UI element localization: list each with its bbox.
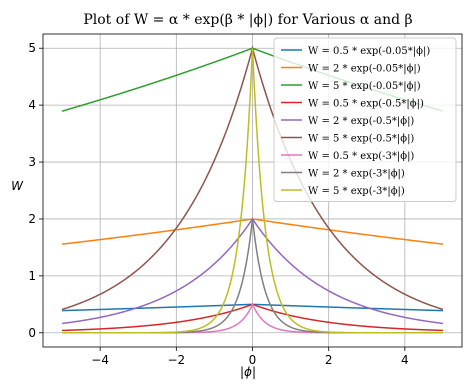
legend-entry: W = 2 * exp(-3*|ϕ|): [308, 169, 405, 180]
y-tick-label: 2: [28, 212, 36, 226]
legend: W = 0.5 * exp(-0.05*|ϕ|) W = 2 * exp(-0.0…: [273, 37, 457, 202]
legend-entry: W = 5 * exp(-0.05*|ϕ|): [308, 81, 421, 92]
y-tick-label: 4: [28, 98, 36, 112]
x-tick-label: 0: [249, 353, 257, 367]
ticks-layer: −4 −2 0 2 4 0 1 2 3 4 5: [28, 41, 408, 367]
legend-entry: W = 2 * exp(-0.05*|ϕ|): [308, 64, 421, 75]
x-tick-label: 4: [401, 353, 409, 367]
y-tick-label: 1: [28, 269, 36, 283]
legend-entry: W = 5 * exp(-0.5*|ϕ|): [308, 134, 414, 145]
x-tick-label: −4: [91, 353, 109, 367]
x-tick-label: −2: [167, 353, 185, 367]
x-axis-label: |ϕ|: [240, 365, 256, 379]
legend-entry: W = 5 * exp(-3*|ϕ|): [308, 186, 405, 197]
legend-entry: W = 2 * exp(-0.5*|ϕ|): [308, 116, 414, 127]
y-tick-label: 0: [28, 326, 36, 340]
series-line: [62, 48, 443, 334]
y-axis-label: W: [11, 179, 24, 193]
chart-title: Plot of W = α * exp(β * |ϕ|) for Various…: [83, 12, 412, 28]
legend-entry: W = 0.5 * exp(-0.05*|ϕ|): [308, 46, 430, 57]
legend-entry: W = 0.5 * exp(-3*|ϕ|): [308, 151, 414, 162]
x-tick-label: 2: [325, 353, 333, 367]
legend-box: [273, 37, 457, 202]
y-tick-label: 5: [28, 41, 36, 55]
legend-entry: W = 0.5 * exp(-0.5*|ϕ|): [308, 99, 424, 110]
y-tick-label: 3: [28, 155, 36, 169]
